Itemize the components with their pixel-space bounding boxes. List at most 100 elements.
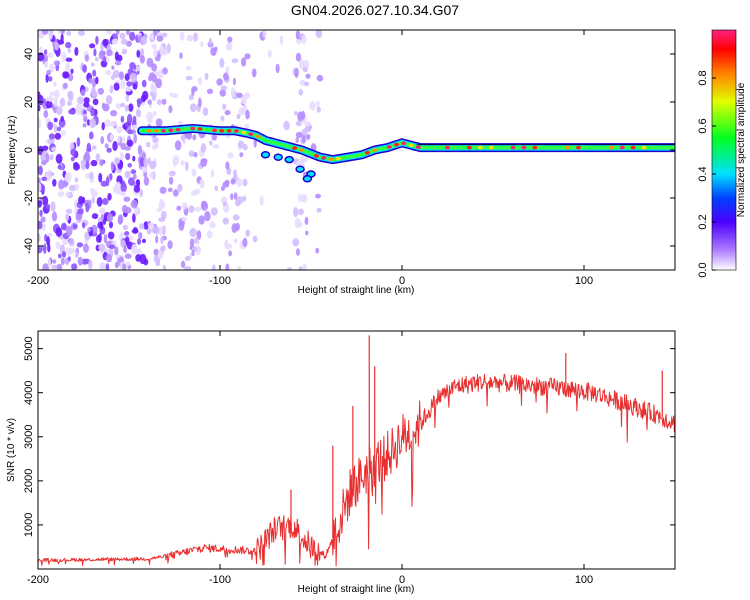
noise-blob (124, 253, 132, 259)
noise-blob (56, 263, 63, 270)
noise-blob (53, 89, 60, 99)
noise-blob (43, 49, 48, 55)
colorbar-tick-label: 0.8 (697, 70, 709, 85)
noise-blob (220, 85, 228, 91)
noise-blob (159, 186, 167, 194)
spectrogram-panel: -200 -100 0 100 40 20 0 -20 -40 Height of strai… (7, 29, 676, 296)
noise-blob (132, 213, 136, 223)
ridge-peak (401, 141, 407, 146)
noise-blob (45, 100, 53, 109)
noise-blob (107, 231, 115, 240)
noise-blob (53, 60, 61, 66)
noise-blob (204, 72, 209, 81)
noise-blob (198, 215, 205, 225)
noise-blob (160, 236, 164, 245)
noise-blob (125, 261, 131, 267)
noise-blob (252, 235, 258, 243)
ridge-peak (510, 145, 516, 150)
noise-blob (152, 111, 157, 117)
noise-blob (227, 36, 233, 43)
y-tick-label: 2000 (23, 469, 35, 493)
noise-blob (122, 224, 129, 230)
noise-blob (98, 172, 103, 183)
y-tick-label: 1000 (23, 513, 35, 537)
ridge-branch-blob (302, 175, 313, 183)
noise-blob (294, 68, 299, 79)
noise-blob (98, 233, 102, 243)
noise-blob (62, 82, 68, 89)
noise-blob (208, 37, 213, 47)
ridge-peak (219, 129, 225, 133)
noise-blob (48, 133, 56, 140)
noise-blob (72, 224, 78, 229)
noise-blob (193, 32, 198, 42)
noise-blob (232, 77, 236, 86)
noise-blob (65, 57, 73, 62)
noise-blob (244, 53, 251, 60)
noise-blob (118, 71, 124, 80)
ridge-peak (372, 148, 378, 152)
noise-blob (91, 189, 98, 198)
noise-blob (100, 213, 105, 221)
noise-blob (65, 62, 71, 73)
noise-blob (142, 90, 149, 101)
noise-blob (151, 92, 157, 102)
noise-blob (95, 153, 101, 162)
noise-blob (315, 247, 320, 254)
noise-blob (89, 43, 96, 49)
ridge-peak (630, 145, 636, 150)
noise-blob (65, 225, 73, 237)
noise-blob (38, 246, 43, 254)
noise-blob (124, 206, 132, 214)
noise-blob (38, 177, 41, 185)
noise-blob (102, 38, 108, 47)
noise-blob (121, 48, 128, 55)
noise-blob (53, 101, 58, 108)
noise-blob (57, 39, 65, 45)
noise-blob (89, 171, 94, 180)
noise-blob (127, 129, 133, 135)
top-y-axis-label: Frequency (Hz) (7, 116, 18, 185)
ridge-peak (386, 145, 392, 149)
noise-blob (64, 172, 72, 183)
noise-blob (237, 265, 241, 270)
noise-blob (166, 43, 171, 54)
noise-blob (109, 221, 113, 229)
noise-blob (236, 196, 244, 205)
noise-blob (194, 206, 202, 212)
noise-blob (98, 243, 106, 252)
noise-blob (51, 211, 58, 222)
noise-blob (245, 229, 251, 237)
noise-blob (242, 195, 247, 202)
noise-blob (126, 30, 130, 36)
noise-blob (92, 91, 97, 98)
noise-blob (206, 88, 214, 95)
noise-blob (316, 74, 324, 82)
noise-blob (114, 157, 121, 165)
bottom-x-axis-label: Height of straight line (km) (298, 584, 415, 595)
noise-blob (67, 90, 74, 102)
noise-blob (305, 230, 309, 236)
noise-blob (135, 65, 141, 72)
noise-blob (100, 221, 104, 231)
noise-blob (71, 263, 78, 270)
noise-blob (188, 94, 194, 101)
x-tick-label: 0 (399, 574, 405, 586)
noise-blob (157, 250, 164, 259)
noise-blob (124, 170, 131, 179)
noise-blob (116, 135, 121, 144)
noise-blob (197, 77, 203, 86)
noise-blob (100, 60, 108, 68)
noise-blob (146, 57, 154, 68)
noise-blob (102, 103, 110, 112)
noise-blob (57, 190, 65, 198)
noise-blob (200, 143, 207, 153)
ridge-peak (477, 145, 483, 150)
noise-blob (130, 73, 138, 83)
ridge-peak (212, 128, 217, 133)
noise-blob (236, 113, 241, 120)
noise-blob (147, 157, 151, 165)
noise-blob (230, 193, 234, 201)
noise-blob (211, 133, 217, 141)
noise-blob (124, 236, 130, 245)
